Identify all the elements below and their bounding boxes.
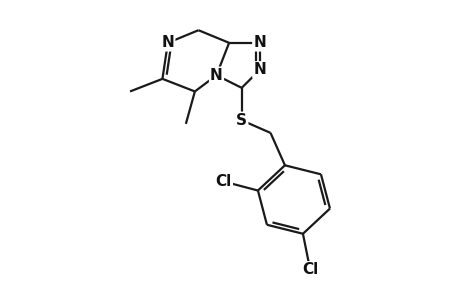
Text: S: S [235, 113, 246, 128]
Text: Cl: Cl [215, 174, 231, 189]
Text: N: N [210, 68, 222, 83]
Text: N: N [253, 62, 265, 77]
Text: N: N [253, 35, 265, 50]
Text: N: N [161, 35, 174, 50]
Text: Cl: Cl [302, 262, 318, 277]
